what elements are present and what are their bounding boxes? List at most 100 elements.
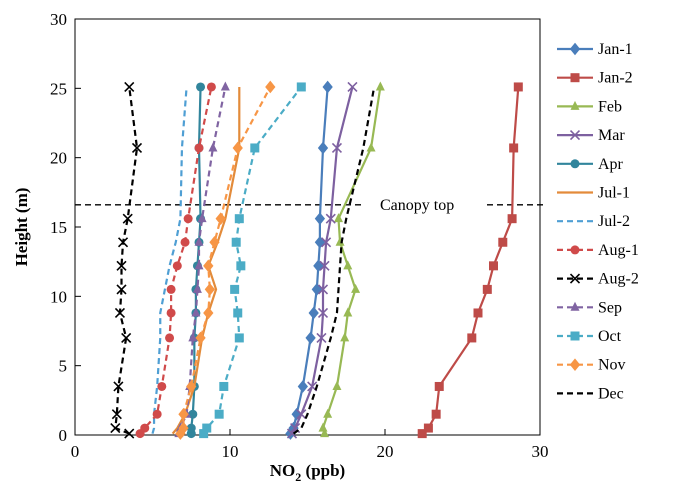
data-point-aug-2	[116, 260, 127, 271]
plot-area-frame	[74, 18, 541, 436]
data-point-nov	[265, 80, 276, 94]
data-point-apr	[188, 409, 198, 419]
data-point-jan-1	[314, 212, 326, 225]
legend-marker-aug-2	[569, 273, 581, 284]
legend-item-oct: Oct	[557, 328, 622, 345]
data-point-jan-2	[482, 284, 492, 294]
legend-label-oct: Oct	[598, 328, 622, 345]
series-aug-1	[135, 82, 216, 439]
data-point-mar	[331, 142, 343, 154]
data-point-sep	[191, 307, 201, 317]
data-point-mar	[317, 307, 329, 319]
data-point-nov	[178, 421, 189, 435]
series-line-aug-2	[114, 86, 139, 435]
data-point-apr	[186, 423, 196, 433]
data-point-jan-2	[513, 82, 523, 92]
data-point-aug-1	[183, 214, 193, 224]
series-line-mar	[291, 86, 354, 435]
data-point-aug-1	[152, 409, 162, 419]
data-point-jan-2	[423, 423, 433, 433]
data-point-nov	[215, 212, 226, 225]
data-point-aug-1	[166, 284, 176, 294]
data-point-feb	[340, 332, 350, 342]
canopy-annotation-group: Canopy top	[75, 197, 547, 214]
legend-marker-apr	[570, 159, 580, 169]
legend-label-jan-1: Jan-1	[598, 41, 633, 58]
series-line-nov	[179, 86, 272, 435]
axes-group: 0 10 20 30 0 5 10 15 20 25 30 NO2 (ppb) Height (m)	[12, 10, 549, 484]
legend-marker-jan-1	[569, 42, 581, 56]
data-point-jan-2	[498, 237, 508, 247]
data-point-oct	[230, 284, 240, 294]
data-point-feb	[332, 380, 342, 390]
series-line-oct	[202, 86, 303, 435]
legend-label-aug-2: Aug-2	[598, 271, 639, 288]
data-point-aug-1	[140, 423, 150, 433]
data-point-oct	[199, 429, 209, 439]
data-point-nov	[203, 259, 214, 273]
data-point-feb	[335, 236, 345, 246]
data-point-sep	[197, 213, 207, 223]
data-point-aug-2	[110, 423, 121, 434]
data-point-sep	[194, 236, 204, 246]
legend-label-aug-1: Aug-1	[598, 242, 639, 259]
legend-item-jan-1: Jan-1	[557, 41, 633, 58]
data-point-mar	[319, 260, 330, 271]
legend-label-jul-1: Jul-1	[598, 185, 630, 202]
data-point-sep	[194, 260, 204, 270]
x-axis-title-unit: (ppb)	[301, 461, 345, 480]
data-point-oct	[236, 261, 246, 271]
y-tick-label: 25	[50, 79, 67, 98]
series-jul-2	[151, 86, 188, 434]
x-tick-label: 20	[377, 442, 394, 461]
data-point-jan-2	[434, 381, 444, 391]
data-point-jan-1	[313, 259, 324, 273]
legend-label-jan-2: Jan-2	[598, 70, 633, 87]
data-point-jan-2	[473, 308, 483, 318]
series-feb	[318, 81, 385, 438]
data-point-jan-1	[297, 380, 308, 393]
data-point-aug-2	[113, 381, 124, 392]
legend-marker-mar	[569, 130, 581, 141]
series-aug-2	[110, 81, 143, 439]
data-point-mar	[321, 237, 332, 248]
data-point-mar	[316, 332, 327, 343]
series-line-jan-1	[289, 86, 329, 435]
data-point-jan-1	[317, 141, 329, 155]
data-point-jan-2	[509, 143, 519, 153]
data-point-sep	[220, 81, 230, 91]
data-point-oct	[233, 308, 243, 318]
data-point-aug-1	[165, 333, 175, 343]
data-point-oct	[231, 237, 241, 247]
series-oct	[199, 82, 306, 439]
data-point-feb	[375, 81, 385, 91]
data-point-jan-1	[314, 235, 326, 249]
data-point-jan-2	[489, 261, 498, 271]
legend-marker-aug-1	[570, 245, 580, 255]
series-line-feb	[321, 86, 382, 434]
data-point-feb	[343, 260, 353, 270]
data-point-sep	[188, 332, 198, 342]
data-point-jan-2	[507, 214, 517, 224]
legend-item-feb: Feb	[557, 98, 622, 115]
data-point-mar	[286, 428, 298, 439]
y-tick-label: 20	[50, 149, 67, 168]
data-point-feb	[366, 142, 376, 152]
x-tick-label: 30	[532, 442, 549, 461]
data-point-aug-1	[180, 237, 190, 247]
data-point-mar	[296, 409, 307, 420]
data-point-nov	[203, 306, 214, 320]
legend: Jan-1 Jan-2 Feb Mar Apr Jul-1 Jul-2 Aug-1 Aug-2 S…	[557, 41, 639, 402]
x-axis-title-main: NO	[270, 461, 296, 480]
y-tick-label: 15	[50, 218, 67, 237]
legend-item-jul-2: Jul-2	[557, 213, 630, 230]
data-point-aug-1	[157, 381, 167, 391]
data-point-aug-2	[114, 307, 126, 319]
data-point-feb	[351, 283, 361, 293]
series-line-sep	[177, 86, 227, 434]
data-point-aug-2	[121, 332, 132, 343]
data-point-sep	[192, 283, 202, 293]
legend-marker-oct	[570, 331, 580, 341]
